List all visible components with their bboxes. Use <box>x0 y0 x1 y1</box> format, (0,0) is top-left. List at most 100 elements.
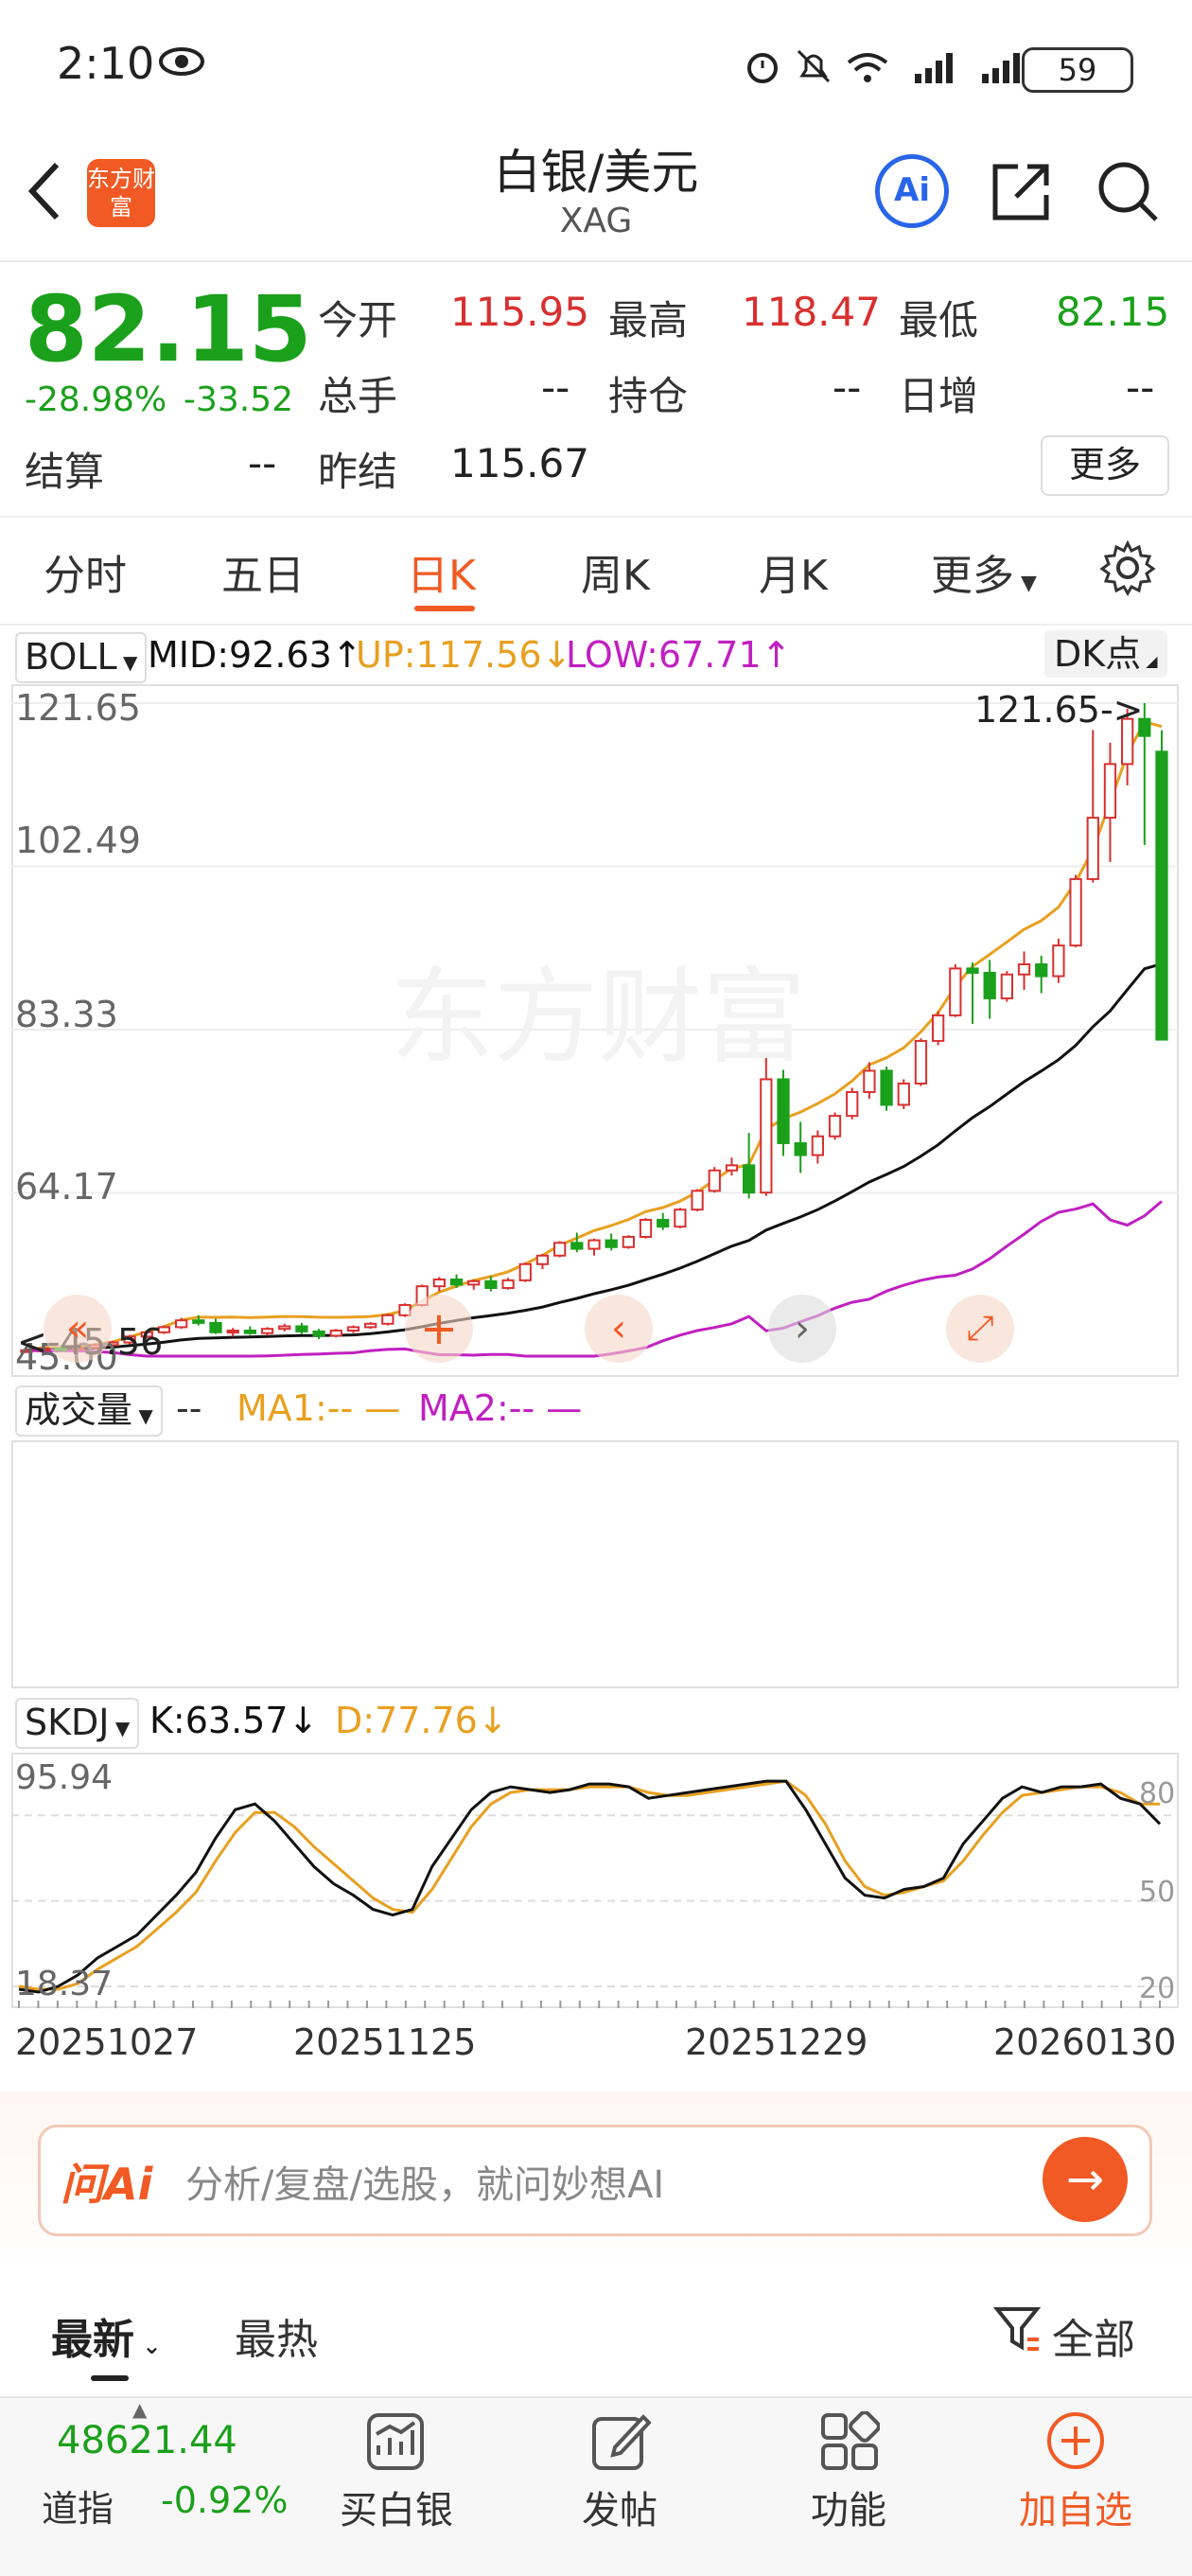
volume-chart[interactable] <box>11 1440 1179 1688</box>
candle-body <box>983 971 996 999</box>
x-axis-date: 20251027 <box>15 2021 199 2063</box>
wifi-icon <box>844 47 891 85</box>
buy-silver-button[interactable]: 买白银 <box>340 2489 453 2532</box>
daily-increase-value: -- <box>1126 364 1155 411</box>
mute-icon <box>795 47 833 85</box>
dk-point-label: DK点 <box>1054 633 1142 675</box>
candle-body <box>777 1078 790 1144</box>
volume-value: -- <box>176 1387 202 1429</box>
candle-body <box>743 1164 756 1194</box>
candle-body <box>587 1239 601 1250</box>
boll-mid-text: MID:92.63 <box>148 634 332 676</box>
tab-weekly-k[interactable]: 周K <box>581 552 650 600</box>
more-quote-button[interactable]: 更多 <box>1041 435 1169 496</box>
candle-body <box>708 1169 721 1192</box>
arrow-down-icon: ↓ <box>541 634 572 676</box>
y-axis-label: 102.49 <box>15 820 141 861</box>
skdj-right-label: 20 <box>1139 1972 1176 2005</box>
tab-monthly-k[interactable]: 月K <box>759 552 828 600</box>
add-watchlist-button[interactable]: 加自选 <box>1019 2489 1132 2532</box>
prev-settle-value: 115.67 <box>450 440 589 486</box>
x-axis-date: 20260130 <box>993 2021 1177 2063</box>
add-circle-icon[interactable] <box>1044 2409 1107 2472</box>
skdj-d-text: D:77.76 <box>335 1700 478 1741</box>
skdj-chart[interactable] <box>11 1753 1179 2008</box>
candle-body <box>811 1135 825 1156</box>
news-tab-hot[interactable]: 最热 <box>235 2316 318 2364</box>
indicator-select-skdj[interactable]: SKDJ ▼ <box>15 1698 140 1749</box>
dow-index-label[interactable]: 道指 <box>42 2488 114 2530</box>
candle-body <box>484 1279 498 1289</box>
max-price-label: 121.65-> <box>974 689 1144 731</box>
candle-body <box>278 1325 291 1331</box>
candle-body <box>501 1279 515 1289</box>
buy-chart-icon[interactable] <box>365 2411 426 2472</box>
skdj-right-label: 80 <box>1139 1777 1176 1810</box>
candle-body <box>260 1328 274 1334</box>
boll-up-text: UP:117.56 <box>356 634 542 676</box>
candle-body <box>467 1279 481 1286</box>
settings-icon[interactable] <box>1099 539 1156 597</box>
skdj-y-label: 18.37 <box>15 1965 114 2003</box>
skdj-k-value: K:63.57↓ <box>149 1700 318 1741</box>
indicator-select-boll[interactable]: BOLL ▼ <box>15 632 148 683</box>
crosshair-plus-icon[interactable]: + <box>405 1295 473 1363</box>
candle-body <box>20 1349 33 1353</box>
open-interest-value: -- <box>833 364 862 411</box>
tab-intraday[interactable]: 分时 <box>44 552 127 600</box>
dk-point-button[interactable]: DK点 ◢ <box>1044 630 1167 678</box>
grid-icon[interactable] <box>819 2410 881 2472</box>
period-tabs <box>0 516 1192 626</box>
open-label: 今开 <box>318 297 398 344</box>
chevron-left-icon[interactable]: ‹ <box>585 1295 653 1363</box>
ai-button[interactable]: Ai <box>875 154 949 228</box>
candle-body <box>1121 717 1134 766</box>
search-icon[interactable] <box>1096 159 1160 223</box>
page-title: 白银/美元 <box>493 145 699 200</box>
y-axis-label: 64.17 <box>15 1166 118 1208</box>
tab-five-day[interactable]: 五日 <box>221 552 305 600</box>
tab-daily-k[interactable]: 日K <box>407 552 476 600</box>
function-button[interactable]: 功能 <box>811 2489 886 2532</box>
filter-icon[interactable] <box>992 2302 1042 2355</box>
signal-icon-2 <box>980 47 1033 85</box>
candle-body <box>1000 973 1014 999</box>
dow-index-change[interactable]: -0.92% <box>161 2479 289 2521</box>
back-icon[interactable] <box>25 161 62 221</box>
expand-icon[interactable]: ⤢ <box>946 1295 1014 1363</box>
status-time: 2:10 <box>57 38 155 89</box>
tab-more[interactable]: 更多 ▼ <box>931 541 1037 602</box>
chevron-down-icon: ▼ <box>1014 572 1037 595</box>
post-button[interactable]: 发帖 <box>582 2489 657 2532</box>
news-filter-all[interactable]: 全部 <box>1052 2316 1135 2364</box>
skdj-chart-frame[interactable] <box>11 1753 1179 2008</box>
candle-body <box>828 1115 842 1138</box>
y-axis-label: 83.33 <box>15 994 118 1035</box>
volume-ma2: MA2:-- — <box>418 1387 583 1429</box>
arrow-down-icon: ↓ <box>477 1700 508 1741</box>
candle-body <box>570 1242 584 1250</box>
dow-index-value[interactable]: 48621.44 <box>57 2419 237 2462</box>
indicator-name: BOLL <box>25 636 117 678</box>
candle-body <box>691 1190 704 1211</box>
arrow-right-icon[interactable]: → <box>1043 2137 1128 2222</box>
double-left-icon[interactable]: « <box>44 1295 112 1363</box>
indicator-select-volume[interactable]: 成交量 ▼ <box>15 1385 163 1437</box>
chevron-right-icon[interactable]: › <box>768 1295 836 1363</box>
candle-body <box>329 1329 342 1337</box>
candle-body <box>863 1069 876 1093</box>
share-icon[interactable] <box>990 159 1054 223</box>
change-amount: -33.52 <box>184 380 294 419</box>
candle-body <box>1017 962 1031 976</box>
news-tab-latest-label: 最新 <box>51 2316 134 2364</box>
news-tab-latest[interactable]: 最新 ⌄ <box>51 2305 161 2366</box>
chevron-down-icon: ▼ <box>132 1404 153 1427</box>
volume-ma1: MA1:-- — <box>237 1387 401 1429</box>
ask-ai-input[interactable] <box>38 2125 1152 2236</box>
kline-chart[interactable]: 东方财富 <box>11 684 1179 1377</box>
page-subtitle-code: XAG <box>559 202 633 240</box>
edit-icon[interactable] <box>590 2411 652 2472</box>
kline-chart-frame[interactable] <box>11 684 1179 1377</box>
skdj-d-value: D:77.76↓ <box>335 1700 508 1741</box>
brand-logo[interactable]: 东方财富 <box>87 159 155 227</box>
